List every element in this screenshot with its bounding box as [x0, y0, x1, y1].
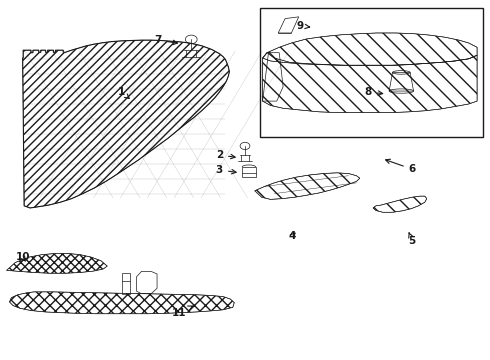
Text: 4: 4 [289, 231, 296, 240]
Text: 10: 10 [15, 252, 30, 262]
Bar [260, 8, 484, 137]
Text: 11: 11 [172, 306, 193, 318]
Text: 9: 9 [296, 21, 310, 31]
Text: 2: 2 [216, 150, 235, 160]
Text: 3: 3 [216, 165, 236, 175]
Text: 6: 6 [386, 159, 416, 174]
Text: 8: 8 [365, 87, 383, 97]
Text: 5: 5 [409, 233, 416, 246]
Text: 1: 1 [118, 87, 129, 99]
Text: 7: 7 [154, 35, 177, 45]
